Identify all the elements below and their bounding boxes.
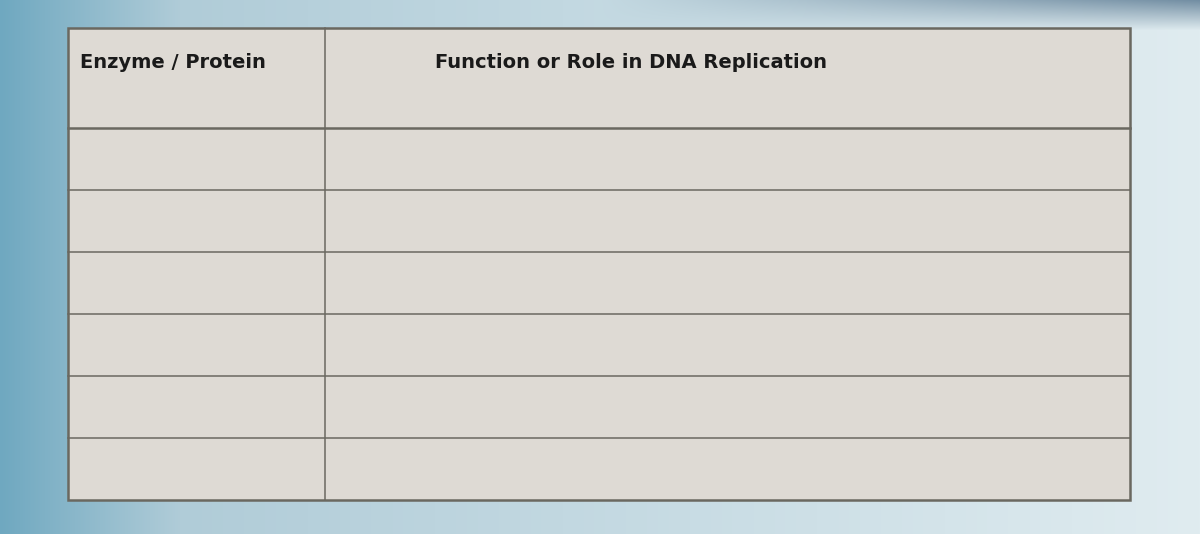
Bar (68, 28, 1130, 128)
Text: Enzyme / Protein: Enzyme / Protein (80, 53, 266, 73)
Text: Function or Role in DNA Replication: Function or Role in DNA Replication (434, 53, 827, 73)
Bar (68, 28, 1130, 500)
Bar (68, 28, 1130, 500)
